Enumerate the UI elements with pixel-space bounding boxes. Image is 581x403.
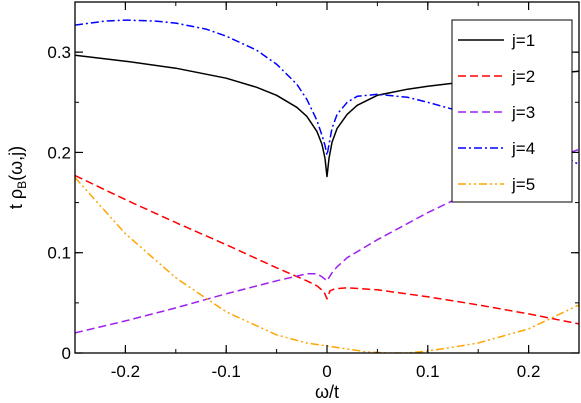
- y-tick-label: 0.3: [47, 43, 71, 62]
- x-tick-label: 0.1: [416, 362, 440, 381]
- y-tick-label: 0: [62, 344, 71, 363]
- series-line-j4: [75, 19, 579, 166]
- y-axis-label-subscript: B: [15, 181, 29, 189]
- y-tick-label: 0.2: [47, 143, 71, 162]
- legend-label-j5: j=5: [511, 175, 535, 194]
- series-line-j1: [75, 54, 579, 178]
- legend-label-j4: j=4: [511, 139, 535, 158]
- x-tick-label: -0.2: [111, 362, 140, 381]
- y-axis-label-tail: (ω,j): [6, 146, 26, 181]
- y-tick-label: 0.1: [47, 244, 71, 263]
- y-axis-label-main: t ρ: [6, 189, 26, 209]
- x-tick-label: 0.2: [517, 362, 541, 381]
- x-tick-label: -0.1: [212, 362, 241, 381]
- series-line-j2: [75, 174, 579, 325]
- legend-label-j1: j=1: [511, 31, 535, 50]
- tick-labels: -0.2 -0.1 0 0.1 0.2 0 0.1 0.2 0.3: [47, 43, 540, 381]
- legend-label-j2: j=2: [511, 67, 535, 86]
- x-tick-label: 0: [322, 362, 331, 381]
- ticks: [74, 1, 580, 354]
- plot-lines: [75, 19, 579, 353]
- legend-label-j3: j=3: [511, 103, 535, 122]
- series-line-j5: [75, 176, 579, 353]
- y-axis-label: t ρB(ω,j): [6, 146, 29, 209]
- legend-items: j=1 j=2 j=3 j=4 j=5: [458, 31, 535, 194]
- x-axis-label: ω/t: [315, 382, 339, 402]
- series-line-j3: [75, 148, 579, 334]
- legend-box: [451, 19, 573, 203]
- legend: j=1 j=2 j=3 j=4 j=5: [451, 19, 573, 203]
